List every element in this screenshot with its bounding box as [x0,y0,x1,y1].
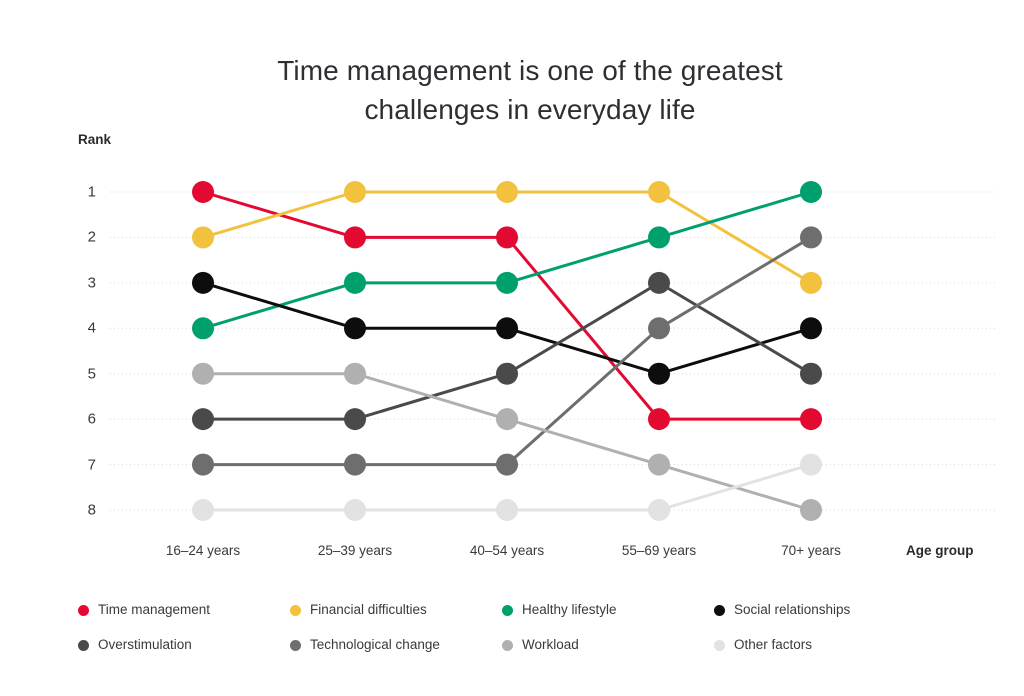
data-point[interactable] [192,226,214,249]
legend-color-swatch-icon [714,640,725,651]
legend-item[interactable]: Other factors [714,637,946,672]
page-title: Time management is one of the greatest c… [150,52,910,129]
data-point[interactable] [648,408,670,431]
data-point[interactable] [800,317,822,340]
data-point[interactable] [496,408,518,431]
x-tick-label: 55–69 years [621,543,697,558]
data-point[interactable] [800,408,822,431]
data-point[interactable] [496,499,518,521]
series-line [201,372,813,512]
legend-item-label: Technological change [310,637,440,652]
series-line [201,190,813,330]
legend-color-swatch-icon [502,640,513,651]
data-point[interactable] [192,317,214,340]
data-point[interactable] [648,317,670,340]
legend-color-swatch-icon [502,605,513,616]
data-point[interactable] [192,499,214,521]
data-point[interactable] [648,181,670,203]
legend-item[interactable]: Healthy lifestyle [502,602,714,637]
y-tick-label: 2 [87,228,96,246]
data-point[interactable] [344,362,366,385]
legend-item-label: Social relationships [734,602,851,617]
legend-color-swatch-icon [290,605,301,616]
legend-color-swatch-icon [290,640,301,651]
y-tick-label: 1 [87,183,96,201]
data-point[interactable] [496,181,518,203]
chart-title-line-1: Time management is one of the greatest [277,55,783,86]
legend-item-label: Other factors [734,637,813,652]
legend-color-swatch-icon [78,605,89,616]
x-tick-label: 40–54 years [469,543,545,558]
x-axis-title: Age group [906,543,974,558]
data-point[interactable] [648,453,670,476]
data-point[interactable] [648,499,670,521]
data-point[interactable] [192,181,214,203]
chart-title-line-2: challenges in everyday life [364,93,696,125]
data-point[interactable] [496,362,518,385]
legend-item[interactable]: Social relationships [714,602,946,637]
series-line [201,281,813,421]
legend-color-swatch-icon [714,605,725,616]
data-point[interactable] [800,181,822,203]
data-point[interactable] [648,226,670,249]
data-point[interactable] [800,226,822,249]
legend-color-swatch-icon [78,640,89,651]
series-line [201,190,813,421]
x-tick-label: 70+ years [781,543,841,558]
legend-item-label: Overstimulation [98,637,192,652]
data-point[interactable] [648,362,670,385]
y-tick-label: 5 [87,365,96,383]
data-point[interactable] [344,271,366,294]
data-point[interactable] [344,226,366,249]
data-point[interactable] [192,408,214,431]
data-point[interactable] [496,317,518,340]
legend-item[interactable]: Workload [502,637,714,672]
legend-item[interactable]: Time management [78,602,290,637]
y-tick-label: 4 [87,319,96,337]
y-axis-title: Rank [78,132,112,147]
legend-item-label: Financial difficulties [310,602,427,617]
data-point[interactable] [344,453,366,476]
data-point[interactable] [344,408,366,431]
y-tick-label: 6 [87,410,96,428]
legend-item[interactable]: Technological change [290,637,502,672]
data-point[interactable] [496,226,518,249]
data-point[interactable] [496,453,518,476]
legend-item[interactable]: Overstimulation [78,637,290,672]
chart-legend: Time management Financial difficulties Hea… [78,602,978,672]
data-point[interactable] [344,499,366,521]
y-tick-label: 7 [87,456,96,474]
data-point[interactable] [344,181,366,203]
data-point[interactable] [800,453,822,476]
data-point[interactable] [192,453,214,476]
data-point[interactable] [648,271,670,294]
legend-item-label: Time management [98,602,211,617]
data-point[interactable] [800,362,822,385]
y-tick-label: 8 [87,501,96,519]
legend-item[interactable]: Financial difficulties [290,602,502,637]
data-point[interactable] [496,271,518,294]
legend-item-label: Healthy lifestyle [522,602,617,617]
x-tick-label: 16–24 years [165,543,241,558]
data-point[interactable] [800,271,822,294]
y-tick-label: 3 [87,274,96,292]
data-point[interactable] [192,362,214,385]
data-point[interactable] [192,271,214,294]
x-tick-label: 25–39 years [317,543,393,558]
legend-item-label: Workload [522,637,579,652]
data-point[interactable] [800,499,822,521]
series-line [201,235,813,467]
data-point[interactable] [344,317,366,340]
